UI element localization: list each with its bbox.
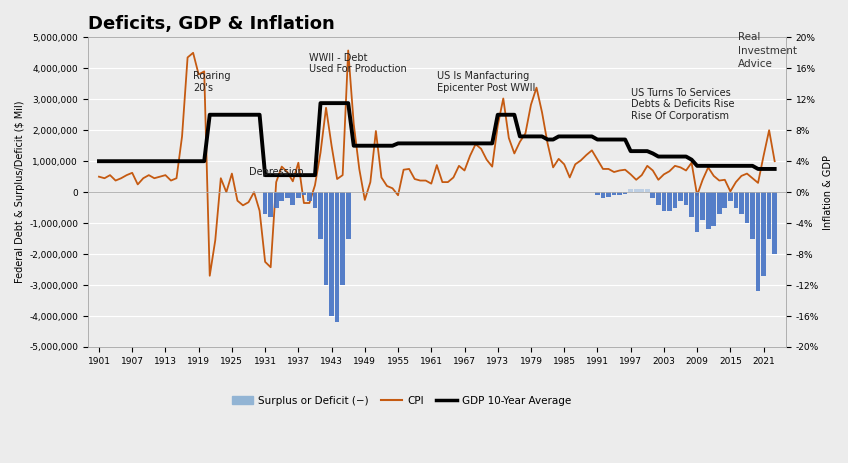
Text: WWII - Debt
Used For Production: WWII - Debt Used For Production [310, 53, 407, 75]
Bar [268, 192, 273, 217]
Bar [340, 192, 345, 285]
Bar [611, 192, 616, 195]
Bar [279, 192, 284, 201]
Bar [263, 192, 267, 214]
Bar [324, 192, 328, 285]
Bar [739, 192, 744, 214]
Bar [628, 189, 633, 192]
Bar [639, 189, 644, 192]
Bar [728, 192, 733, 201]
Bar [683, 192, 689, 205]
Bar [329, 192, 334, 316]
Y-axis label: Inflation & GDP: Inflation & GDP [823, 155, 833, 230]
Bar [307, 192, 312, 201]
Bar [695, 192, 700, 232]
Y-axis label: Federal Debt & Surplus/Deficit ($ Mil): Federal Debt & Surplus/Deficit ($ Mil) [15, 101, 25, 283]
Bar [617, 192, 622, 195]
Bar [595, 192, 600, 195]
Text: Roaring
20's: Roaring 20's [193, 71, 231, 93]
Bar [346, 192, 350, 238]
Bar [291, 192, 295, 205]
Bar [600, 192, 605, 198]
Bar [661, 192, 667, 211]
Bar [667, 192, 672, 211]
Bar [717, 192, 722, 214]
Bar [767, 192, 772, 238]
Text: Depression: Depression [248, 167, 304, 177]
Bar [672, 192, 678, 207]
Bar [622, 192, 628, 194]
Text: Real
Investment
Advice: Real Investment Advice [738, 32, 797, 69]
Bar [706, 192, 711, 229]
Text: US Is Manfacturing
Epicenter Post WWII: US Is Manfacturing Epicenter Post WWII [437, 71, 535, 93]
Bar [762, 192, 766, 276]
Bar [678, 192, 683, 201]
Text: US Turns To Services
Debts & Deficits Rise
Rise Of Corporatism: US Turns To Services Debts & Deficits Ri… [631, 88, 734, 121]
Bar [318, 192, 323, 238]
Bar [656, 192, 661, 205]
Bar [773, 192, 777, 254]
Bar [302, 192, 306, 195]
Bar [633, 189, 639, 192]
Bar [756, 192, 761, 291]
Bar [650, 192, 656, 198]
Bar [700, 192, 705, 220]
Bar [722, 192, 728, 207]
Bar [335, 192, 339, 322]
Bar [296, 192, 301, 198]
Text: Deficits, GDP & Inflation: Deficits, GDP & Inflation [88, 15, 335, 33]
Bar [313, 192, 317, 207]
Bar [689, 192, 694, 217]
Legend: Surplus or Deficit (−), CPI, GDP 10-Year Average: Surplus or Deficit (−), CPI, GDP 10-Year… [228, 392, 576, 410]
Bar [711, 192, 716, 226]
Bar [274, 192, 278, 207]
Bar [734, 192, 739, 207]
Bar [750, 192, 755, 238]
Bar [745, 192, 750, 223]
Bar [645, 189, 650, 192]
Bar [606, 192, 611, 197]
Bar [285, 192, 290, 198]
